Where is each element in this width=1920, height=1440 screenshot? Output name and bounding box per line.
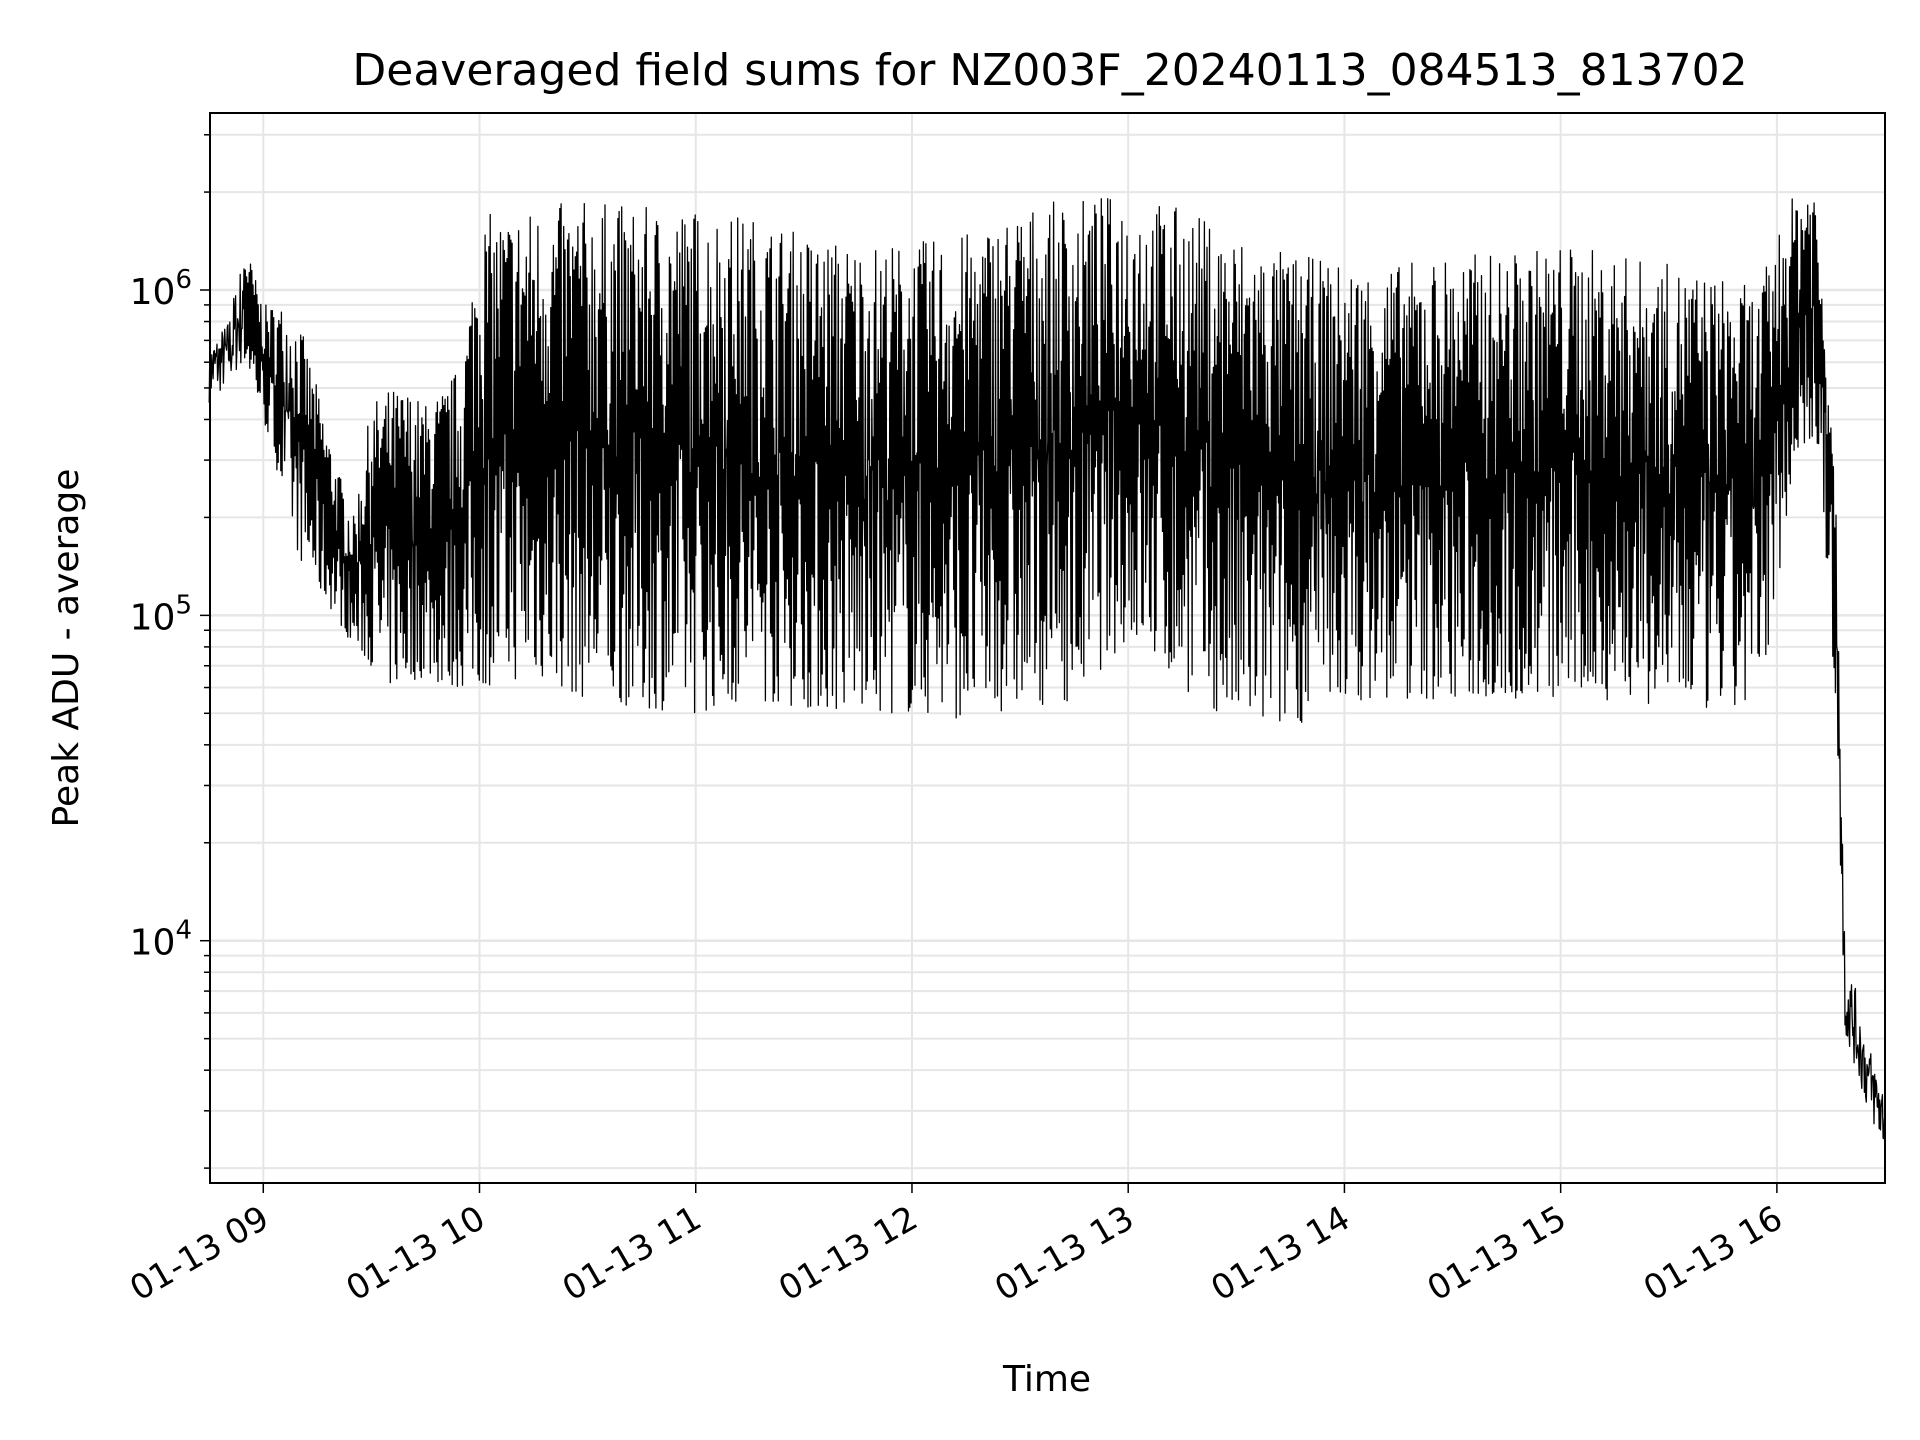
series-line	[208, 198, 1886, 1140]
y-axis-label: Peak ADU - average	[46, 469, 87, 828]
x-axis-label: Time	[1002, 1359, 1091, 1400]
plot-frame	[209, 112, 1886, 1184]
y-tick-label-exponent: 6	[175, 265, 192, 295]
y-tick-label-base: 10	[130, 923, 176, 964]
y-tick-label-base: 10	[130, 272, 176, 313]
y-tick-label-exponent: 4	[175, 916, 192, 946]
y-tick-label: 106	[130, 265, 192, 313]
y-tick-label-base: 10	[130, 597, 176, 638]
series-area	[208, 198, 1886, 1140]
y-tick-label: 105	[130, 590, 192, 638]
chart-title: Deaveraged field sums for NZ003F_2024011…	[352, 45, 1747, 96]
y-tick-label-exponent: 5	[175, 590, 192, 620]
y-tick-label: 104	[130, 916, 192, 964]
